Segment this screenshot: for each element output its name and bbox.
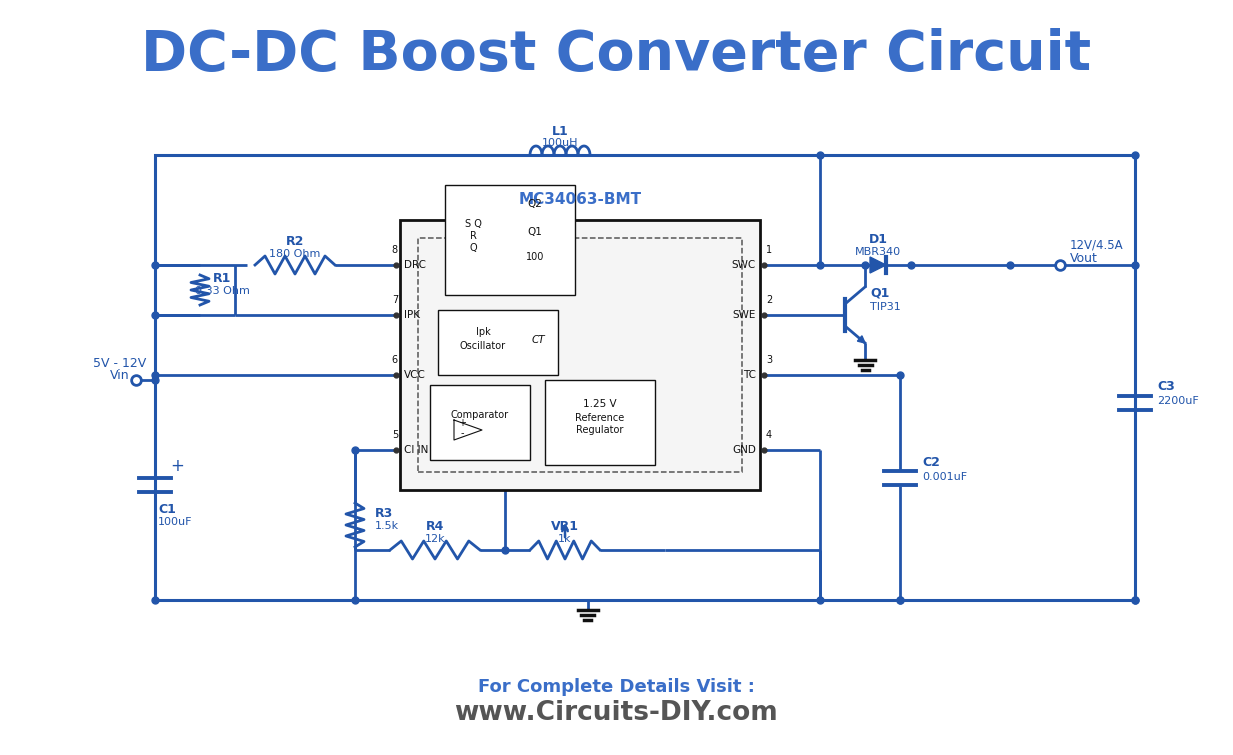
Bar — [445, 185, 575, 295]
Text: R: R — [470, 231, 476, 241]
Text: C2: C2 — [922, 455, 940, 469]
Text: R1: R1 — [213, 272, 232, 285]
Text: Vout: Vout — [1070, 252, 1097, 265]
Text: 1: 1 — [766, 245, 772, 255]
Text: 6: 6 — [392, 355, 398, 365]
Text: MBR340: MBR340 — [854, 247, 901, 257]
Text: Oscillator: Oscillator — [460, 341, 506, 351]
Text: Q: Q — [470, 243, 477, 253]
Text: 100uF: 100uF — [158, 517, 192, 527]
Text: GND: GND — [732, 445, 756, 455]
Text: R2: R2 — [286, 235, 305, 248]
Bar — [418, 238, 742, 472]
Text: 8: 8 — [392, 245, 398, 255]
Text: VCC: VCC — [404, 370, 425, 380]
Bar — [430, 385, 530, 460]
Text: D1: D1 — [868, 233, 888, 246]
Text: Comparator: Comparator — [451, 410, 509, 420]
Text: 0.33 Ohm: 0.33 Ohm — [195, 286, 249, 296]
Text: 1.25 V: 1.25 V — [583, 399, 616, 409]
Text: 180 Ohm: 180 Ohm — [269, 249, 321, 259]
Text: 100uH: 100uH — [541, 138, 578, 148]
Text: R4: R4 — [425, 520, 444, 533]
Text: IPK: IPK — [404, 310, 420, 320]
Polygon shape — [857, 336, 866, 343]
Text: Q2: Q2 — [528, 199, 543, 209]
Text: TIP31: TIP31 — [870, 302, 901, 312]
Text: 2: 2 — [766, 295, 772, 305]
Text: 0.001uF: 0.001uF — [922, 472, 967, 482]
Polygon shape — [870, 257, 887, 273]
Bar — [438, 310, 559, 375]
Text: www.Circuits-DIY.com: www.Circuits-DIY.com — [454, 700, 778, 726]
Text: L1: L1 — [551, 125, 568, 138]
Text: 12V/4.5A: 12V/4.5A — [1070, 239, 1123, 252]
Text: 1.5k: 1.5k — [375, 521, 399, 531]
Bar — [545, 380, 655, 465]
Text: Reference: Reference — [576, 413, 625, 423]
Text: -: - — [460, 428, 464, 438]
Bar — [399, 220, 760, 490]
Text: C1: C1 — [158, 503, 176, 516]
Text: 5V - 12V: 5V - 12V — [94, 357, 147, 370]
Text: 3: 3 — [766, 355, 772, 365]
Text: +: + — [170, 457, 184, 475]
Text: +: + — [457, 418, 466, 428]
Text: For Complete Details Visit :: For Complete Details Visit : — [477, 678, 755, 696]
Text: DC-DC Boost Converter Circuit: DC-DC Boost Converter Circuit — [141, 28, 1091, 82]
Text: CI IN: CI IN — [404, 445, 428, 455]
Text: Q1: Q1 — [870, 287, 889, 300]
Text: SWC: SWC — [731, 260, 756, 270]
Text: 7: 7 — [392, 295, 398, 305]
Text: Vin: Vin — [110, 369, 129, 382]
Text: MC34063-BMT: MC34063-BMT — [518, 192, 641, 207]
Text: DRC: DRC — [404, 260, 425, 270]
Text: SWE: SWE — [732, 310, 756, 320]
Text: C3: C3 — [1157, 381, 1175, 393]
Text: 100: 100 — [525, 252, 544, 262]
Text: Ipk: Ipk — [476, 327, 491, 337]
Text: VR1: VR1 — [551, 520, 580, 533]
Text: 4: 4 — [766, 430, 772, 440]
Text: S Q: S Q — [465, 219, 481, 229]
Text: 5: 5 — [392, 430, 398, 440]
Text: R3: R3 — [375, 507, 393, 520]
Text: TC: TC — [743, 370, 756, 380]
Text: 2200uF: 2200uF — [1157, 396, 1198, 406]
Text: Q1: Q1 — [528, 227, 543, 237]
Text: CT: CT — [531, 335, 545, 345]
Text: 12k: 12k — [424, 534, 445, 544]
Text: 1k: 1k — [559, 534, 572, 544]
Bar — [155, 155, 1136, 600]
Text: Regulator: Regulator — [576, 425, 624, 435]
